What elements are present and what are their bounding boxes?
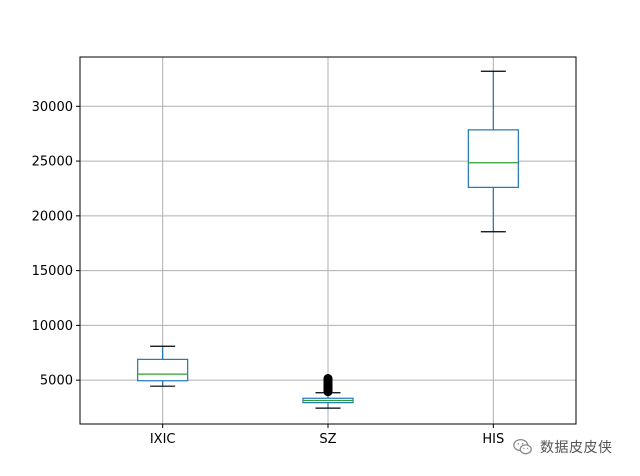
y-tick-label: 15000 [32, 264, 73, 279]
y-tick-label: 20000 [32, 209, 73, 224]
y-tick-label: 5000 [40, 374, 73, 389]
x-tick-label: IXIC [150, 432, 176, 447]
boxes [137, 70, 519, 409]
axes: 5000 10000 15000 20000 25000 30000 IXIC SZ HIS [32, 100, 505, 447]
grid-lines [80, 57, 576, 424]
x-tick-label: HIS [482, 432, 504, 447]
y-tick-label: 25000 [32, 155, 73, 170]
y-tick-label: 30000 [32, 100, 73, 115]
box-sz [302, 374, 354, 409]
x-tick-label: SZ [319, 432, 336, 447]
watermark-text: 数据皮皮侠 [540, 440, 613, 456]
y-tick-label: 10000 [32, 319, 73, 334]
box-ixic [137, 345, 189, 387]
wechat-icon [513, 439, 532, 455]
box-his [467, 70, 519, 233]
watermark: 数据皮皮侠 [512, 436, 613, 458]
iqr-box [137, 358, 189, 382]
iqr-box [467, 129, 519, 188]
outlier-point [323, 374, 333, 384]
